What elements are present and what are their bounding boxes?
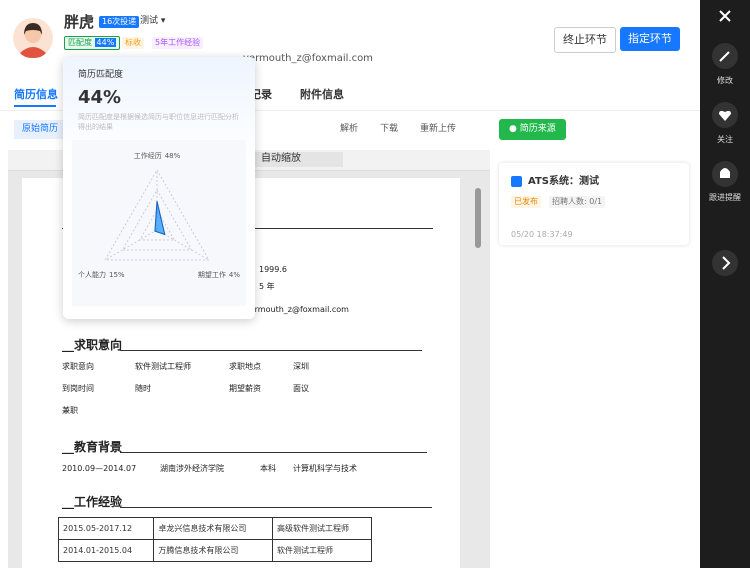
years: 5 年: [259, 282, 275, 291]
edu-major: 计算机科学与技术: [293, 464, 357, 473]
intent-cell: 随时: [135, 384, 151, 393]
axis-value: 4%: [229, 271, 240, 279]
work-cell: 软件测试工程师: [271, 539, 373, 562]
tab[interactable]: 简历信息: [14, 88, 58, 101]
axis-name: 个人能力: [78, 270, 106, 279]
source-text: 简历来源: [519, 124, 556, 134]
ats-icon: [511, 176, 522, 187]
tab[interactable]: 附件信息: [300, 88, 344, 101]
radar-area: [154, 201, 166, 236]
original-tab[interactable]: 原始简历: [14, 120, 67, 139]
intent-cell: 深圳: [293, 362, 309, 371]
edu-school: 湖南涉外经济学院: [160, 464, 224, 473]
publish-status: 已发布: [511, 196, 541, 208]
section-text: 教育背景: [74, 440, 123, 454]
axis-value: 15%: [109, 271, 125, 279]
sidebar-label: 关注: [717, 135, 733, 144]
section-text: 工作经验: [74, 495, 123, 509]
radar-axis: [104, 229, 158, 261]
work-row: 2014.01-2015.04 万腾信息技术有限公司 软件测试工程师: [57, 539, 373, 562]
source-button[interactable]: ● 简历来源: [499, 119, 566, 140]
rule: [120, 507, 432, 508]
download[interactable]: 下载: [380, 124, 399, 134]
birth: 1999.6: [259, 265, 287, 274]
reupload[interactable]: 重新上传: [420, 124, 457, 134]
terminate-button[interactable]: 终止环节: [554, 27, 616, 53]
match-value: 44%: [94, 38, 117, 47]
intent-cell: 期望薪资: [229, 384, 261, 393]
work-cell: 2014.01-2015.04: [57, 539, 155, 562]
work-cell: 万腾信息技术有限公司: [153, 539, 273, 562]
sidebar-label: 修改: [717, 76, 733, 85]
next-icon[interactable]: [712, 250, 738, 276]
work-cell: 高级软件测试工程师: [271, 517, 373, 540]
work-table: 2015.05-2017.12 卓龙兴信息技术有限公司 高级软件测试工程师 2014.…: [57, 517, 373, 562]
work-row: 2015.05-2017.12 卓龙兴信息技术有限公司 高级软件测试工程师: [57, 517, 373, 540]
rule: [120, 452, 427, 453]
match-label: 匹配度: [68, 38, 92, 47]
radar-label: 期望工作 4%: [198, 270, 240, 279]
radar-ring: [121, 188, 193, 251]
email: vermouth_z@foxmail.com: [243, 53, 373, 64]
resume-email: vermouth_z@foxmail.com: [245, 305, 349, 314]
intent-cell: 软件测试工程师: [135, 362, 191, 371]
apply-count: 16次投递: [99, 16, 140, 28]
work-cell: 2015.05-2017.12: [57, 517, 155, 540]
scrollbar[interactable]: [475, 188, 481, 248]
radar-axis: [156, 229, 210, 261]
experience-tag: 5年工作经验: [152, 37, 204, 49]
edu-date: 2010.09—2014.07: [62, 464, 137, 473]
candidate-name: 胖虎: [64, 13, 95, 31]
popup-description: 简历匹配度是根据候选简历与职位信息进行匹配分析得出的结果: [78, 113, 239, 131]
intent-cell: 求职地点: [229, 362, 261, 371]
section-text: 求职意向: [74, 338, 123, 352]
radar-label: 个人能力 15%: [78, 270, 125, 279]
sidebar-icons: [712, 10, 738, 276]
match-tag: 匹配度 44%: [64, 36, 121, 50]
headcount: 招聘人数: 0/1: [549, 196, 606, 208]
work-cell: 卓龙兴信息技术有限公司: [153, 517, 273, 540]
rule: [120, 350, 422, 351]
assign-button[interactable]: 指定环节: [620, 27, 680, 51]
job: 测试: [140, 16, 159, 26]
intent-cell: 到岗时间: [62, 384, 94, 393]
ats-system: ATS系统：测试: [528, 176, 599, 187]
parse[interactable]: 解析: [340, 124, 359, 134]
zoom-select[interactable]: 自动缩放: [255, 152, 343, 167]
sidebar-label: 跟进提醒: [709, 193, 741, 202]
popup-title: 简历匹配度: [78, 70, 124, 80]
source-time: 05/20 18:37:49: [511, 230, 573, 239]
radar-label: 工作经历 48%: [134, 151, 181, 160]
avatar: [13, 18, 53, 58]
section-title: __求职意向: [62, 338, 123, 352]
sidebar: [700, 0, 750, 568]
radar-ring: [138, 209, 176, 241]
job-select[interactable]: 测试 ▾: [140, 16, 166, 26]
close-icon[interactable]: [719, 10, 731, 22]
axis-value: 48%: [165, 152, 181, 160]
status-tag: 标收: [122, 37, 144, 49]
intent-cell: 面议: [293, 384, 309, 393]
zoom: 自动缩放: [261, 153, 301, 164]
divider: [0, 110, 700, 111]
popup-score: 44%: [78, 87, 122, 108]
edu-degree: 本科: [260, 464, 276, 473]
intent-cell: 兼职: [62, 406, 78, 415]
axis-name: 工作经历: [134, 151, 162, 160]
radar-chart: 工作经历 48% 个人能力 15% 期望工作 4%: [72, 140, 246, 306]
section-title: __教育背景: [62, 440, 123, 454]
intent-cell: 求职意向: [62, 362, 94, 371]
section-title: __工作经验: [62, 495, 123, 509]
tab-underline: [14, 105, 56, 107]
axis-name: 期望工作: [198, 270, 226, 279]
